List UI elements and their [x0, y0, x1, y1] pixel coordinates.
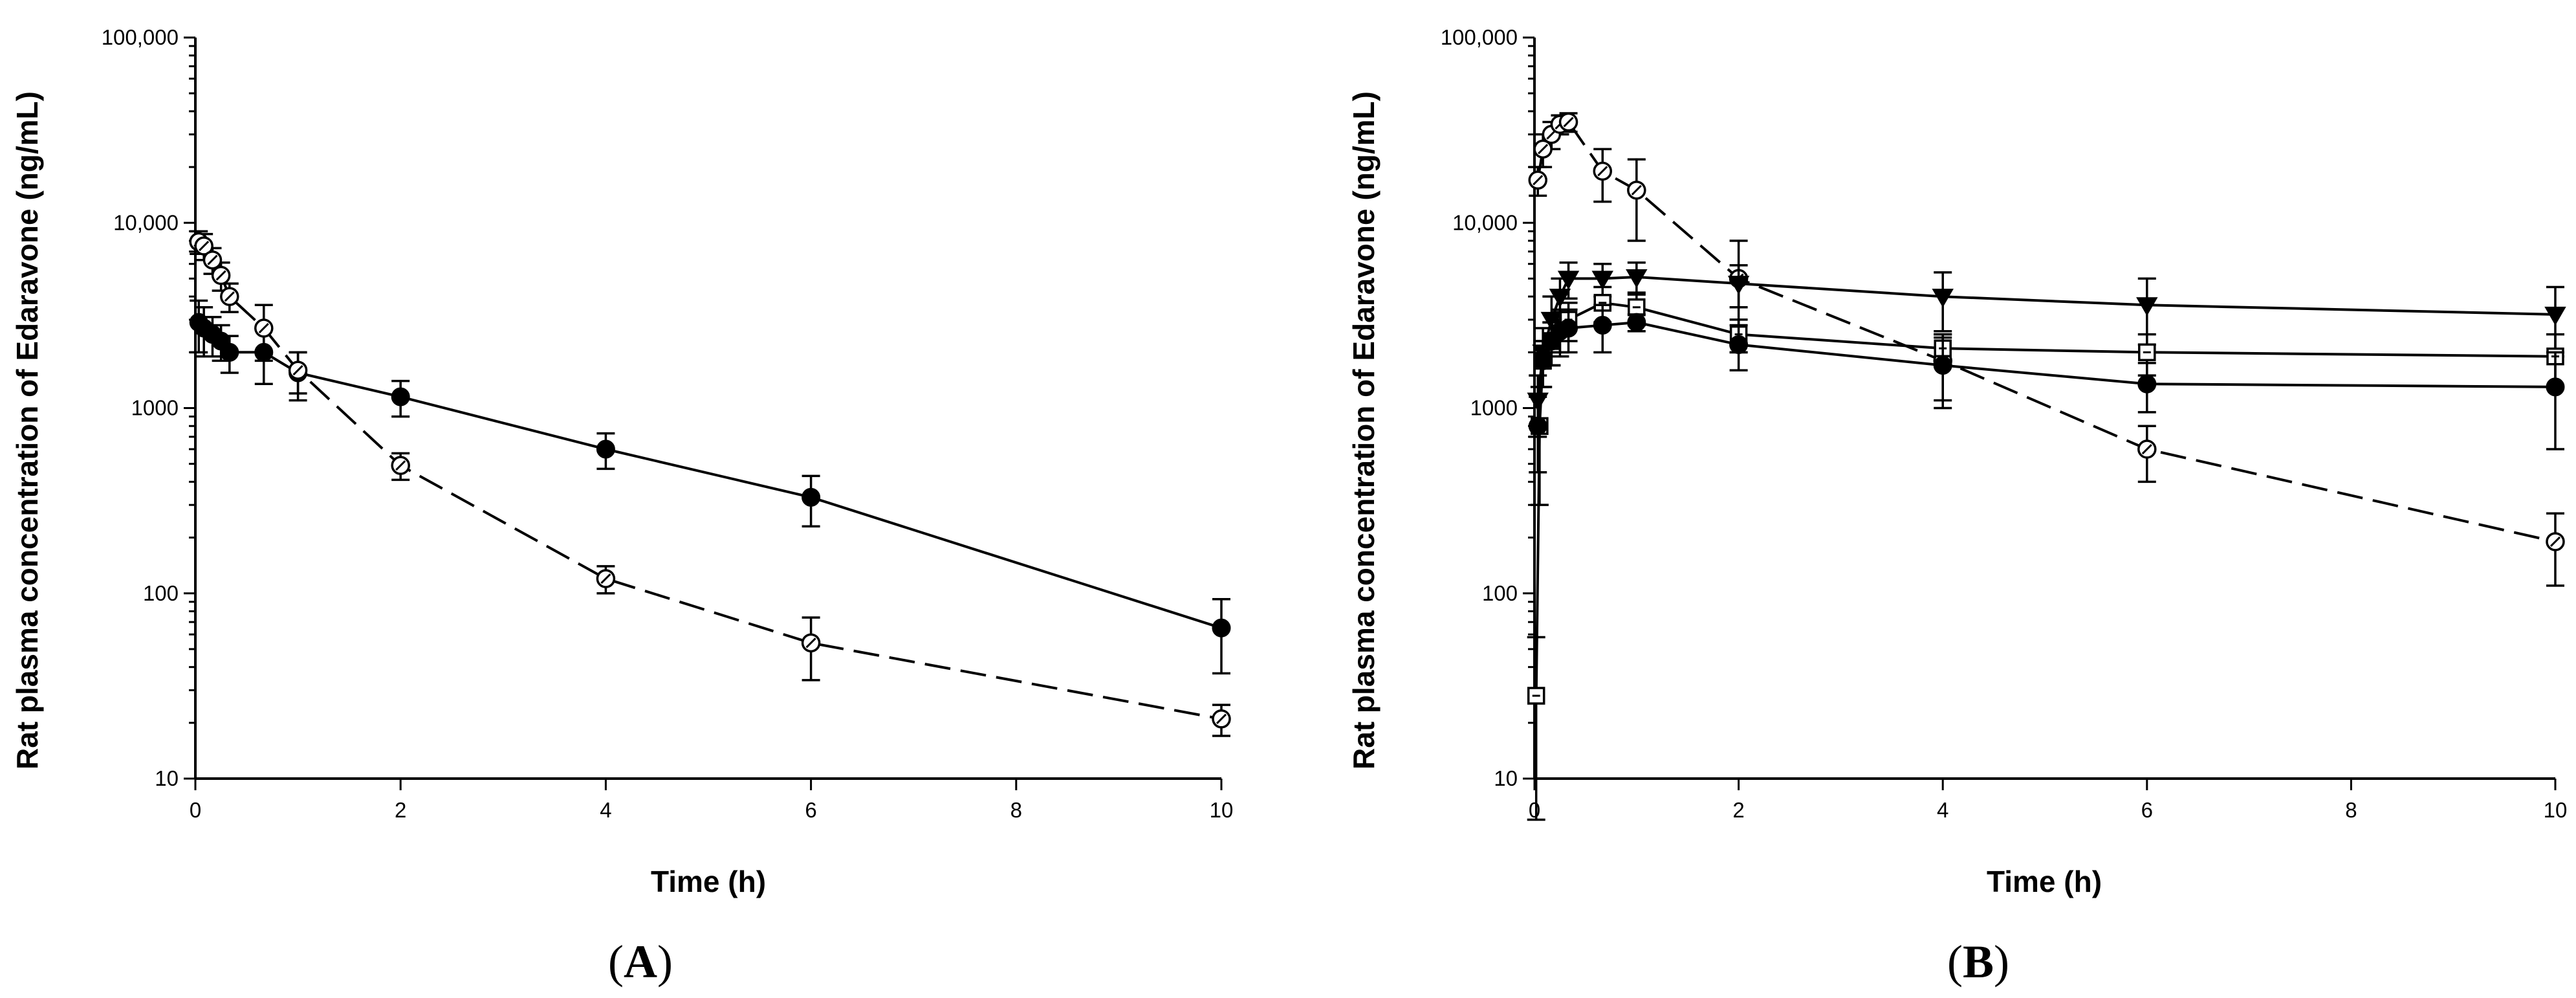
- panel-b-y-tick-label: 1000: [1470, 396, 1518, 420]
- panel-a-x-tick-label: 0: [190, 798, 201, 822]
- panel-b-x-tick-label: 2: [1732, 798, 1744, 822]
- panel-a-series-open-circle-point: [211, 265, 231, 285]
- panel-a: Rat plasma concentration of Edaravone (n…: [10, 25, 1233, 988]
- panel-b-x-tick-label: 10: [2544, 798, 2568, 822]
- panel-b-series-open-square-point: [2138, 343, 2156, 362]
- panel-a-y-tick-label: 100,000: [102, 25, 179, 49]
- panel-b-series-open-circle-point: [2137, 439, 2157, 459]
- panel-a-series-open-circle-point: [801, 633, 821, 653]
- panel-a-series-filled-circle-point: [802, 487, 821, 507]
- panel-b-y-axis-title: Rat plasma concentration of Edaravone (n…: [1347, 91, 1381, 770]
- panel-a-series-open-circle-point: [288, 360, 308, 380]
- panel-b-x-axis-title: Time (h): [1987, 865, 2102, 898]
- panel-b-y-tick-label: 100: [1482, 581, 1518, 605]
- panel-b-x-tick-label: 8: [2345, 798, 2357, 822]
- panel-a-series-open-circle-point: [596, 569, 616, 588]
- panel-b-series-open-circle-point: [1627, 181, 1646, 200]
- panel-b-y-tick-label: 100,000: [1441, 25, 1518, 49]
- panel-b-series-open-circle-line: [1536, 120, 2556, 543]
- panel-a-series-filled-circle-point: [391, 387, 410, 406]
- panel-b-series-filled-circle-point: [1627, 313, 1646, 332]
- panel-b-x-tick-label: 6: [2141, 798, 2153, 822]
- panel-b-series-open-circle-point: [1533, 139, 1553, 159]
- panel-b-x-tick-label: 4: [1937, 798, 1948, 822]
- panel-b-series-filled-triangle-down-point: [1591, 271, 1613, 290]
- panel-a-x-tick-label: 2: [395, 798, 406, 822]
- panel-a-series-filled-circle: [189, 299, 1231, 675]
- panel-a-y-tick-label: 10: [155, 766, 179, 790]
- panel-a-series-filled-circle-line: [197, 321, 1222, 630]
- panel-b-series-open-square-point: [1527, 687, 1545, 705]
- panel-b-series-filled-circle-line: [1536, 321, 2556, 427]
- panel-b-series-filled-circle: [1528, 304, 2565, 474]
- panel-b: Rat plasma concentration of Edaravone (n…: [1347, 25, 2567, 988]
- panel-a-series-open-circle-point: [1212, 709, 1231, 729]
- panel-b-y-tick-label: 10,000: [1452, 210, 1518, 234]
- panel-a-y-axis-title: Rat plasma concentration of Edaravone (n…: [10, 91, 44, 770]
- panel-b-series-filled-circle-point: [1933, 356, 1952, 375]
- panel-a-series-filled-circle-point: [1212, 618, 1231, 638]
- panel-b-series-open-circle-point: [1593, 161, 1613, 181]
- panel-b-series-open-square-line: [1534, 301, 2556, 696]
- panel-b-series-open-circle-point: [1528, 170, 1547, 190]
- panel-b-series-filled-circle-point: [1528, 416, 1547, 436]
- panel-b-label: (B): [1947, 936, 2009, 988]
- panel-a-x-tick-label: 4: [600, 798, 611, 822]
- panel-b-series-filled-circle-point: [1533, 351, 1553, 370]
- panel-b-series-filled-circle-point: [1559, 318, 1578, 338]
- panel-a-series-filled-circle-point: [596, 439, 615, 459]
- panel-a-series-open-circle-point: [391, 456, 410, 475]
- panel-b-series-filled-triangle-down-point: [1727, 276, 1750, 295]
- panel-b-series-open-circle-point: [1558, 112, 1578, 132]
- panel-a-y-tick-label: 100: [143, 581, 179, 605]
- panel-a-x-tick-label: 6: [805, 798, 816, 822]
- panel-b-x-tick-label: 0: [1529, 798, 1540, 822]
- panel-a-series-filled-circle-point: [220, 342, 239, 362]
- panel-b-series-filled-triangle-down-point: [1557, 271, 1580, 290]
- panel-a-x-tick-label: 10: [1210, 798, 1234, 822]
- panel-a-series-open-circle-point: [194, 236, 213, 256]
- panel-b-series-filled-triangle-down-point: [1932, 289, 1954, 308]
- panel-b-series-open-circle: [1528, 112, 2565, 587]
- panel-a-x-tick-label: 8: [1010, 798, 1022, 822]
- panel-b-series-filled-circle-point: [1729, 335, 1749, 354]
- panel-a-series-open-circle-point: [254, 318, 274, 338]
- panel-b-series-filled-circle-error-bar: [2546, 351, 2564, 450]
- panel-b-series-open-square-error-bar: [1527, 636, 1545, 821]
- panel-a-series-open-circle-point: [202, 250, 223, 270]
- panel-b-series-open-square-point: [1628, 298, 1646, 316]
- panel-b-series-filled-triangle-down-point: [1549, 289, 1571, 308]
- panel-b-series-filled-triangle-down-point: [2544, 306, 2566, 326]
- panel-b-series-filled-circle-point: [1593, 316, 1612, 335]
- panel-a-series-open-circle-point: [220, 287, 239, 306]
- panel-a-label: (A): [608, 936, 673, 988]
- panel-a-y-tick-label: 1000: [131, 396, 179, 420]
- panel-b-series-filled-circle-point: [2137, 374, 2157, 394]
- panel-b-y-tick-label: 10: [1494, 766, 1518, 790]
- panel-b-series-filled-circle-point: [2546, 377, 2565, 397]
- panel-a-series-open-circle: [189, 230, 1231, 737]
- panel-b-series-open-square: [1527, 285, 2564, 821]
- panel-a-x-axis-title: Time (h): [651, 865, 766, 898]
- panel-b-series-filled-triangle-down-point: [2136, 297, 2158, 316]
- panel-a-series-open-circle-line: [197, 241, 1222, 720]
- panel-a-y-tick-label: 10,000: [113, 210, 179, 234]
- panel-b-series-filled-triangle-down-line: [1536, 275, 2556, 401]
- panel-b-series-open-circle-point: [2546, 532, 2565, 551]
- panel-b-series-filled-triangle-down-point: [1626, 269, 1648, 288]
- panel-b-series-open-circle-error-bar: [1627, 158, 1646, 242]
